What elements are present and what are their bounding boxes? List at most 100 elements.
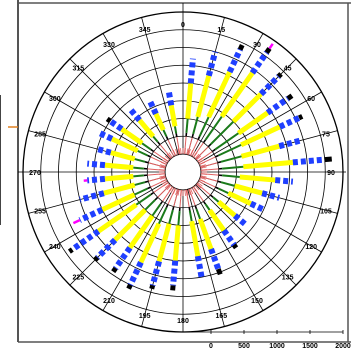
bar-segment-green xyxy=(134,187,148,196)
bar-segment-blue xyxy=(226,48,243,74)
bar-dir-265 xyxy=(83,173,166,184)
grid-spoke xyxy=(198,91,322,164)
inner-filament xyxy=(166,153,172,159)
bar-segment-blue xyxy=(113,246,133,270)
bar-segment-core xyxy=(172,206,175,211)
inner-filament xyxy=(188,149,191,156)
inner-filament xyxy=(162,159,168,164)
bar-segment-green xyxy=(168,209,174,224)
bar-segment-blue xyxy=(208,247,222,271)
bar-segment-blue xyxy=(221,228,237,247)
bar-segment-blue xyxy=(127,261,144,287)
bar-segment-inner xyxy=(157,184,171,198)
bar-segment-core xyxy=(159,200,164,205)
bar-segment-green xyxy=(212,196,220,203)
bar-segment-yellow xyxy=(240,124,281,148)
bar-segment-tip xyxy=(149,284,156,290)
bar-segment-green xyxy=(195,208,202,220)
bar-segment-yellow xyxy=(101,192,136,212)
bar-segment-blue xyxy=(232,213,248,227)
bar-segment-green xyxy=(222,174,240,178)
inner-filament xyxy=(172,149,177,156)
inner-filament xyxy=(160,164,167,167)
angle-label-330: 330 xyxy=(103,42,115,49)
bar-segment-blue xyxy=(249,50,270,75)
radial-axis: 0 500 1000 1500 2000 xyxy=(183,330,351,350)
bar-segment-yellow xyxy=(97,202,138,234)
bar-segment-core xyxy=(211,148,216,153)
bar-dir-85 xyxy=(200,156,332,171)
bar-segment-blue xyxy=(108,118,124,132)
bar-segment-inner xyxy=(200,176,218,182)
bar-segment-core xyxy=(150,148,155,153)
bar-dir-35 xyxy=(192,43,274,158)
angle-label-0: 0 xyxy=(181,22,185,29)
angle-label-270: 270 xyxy=(29,170,41,177)
bar-segment-yellow xyxy=(240,143,280,159)
angle-label-345: 345 xyxy=(139,27,151,34)
bar-segment-blue xyxy=(187,58,196,84)
inner-filament xyxy=(160,178,167,183)
bar-segment-green xyxy=(134,158,146,163)
grid-spoke xyxy=(102,187,175,311)
inner-filament xyxy=(199,164,206,167)
bar-segment-core xyxy=(202,139,207,144)
angle-label-195: 195 xyxy=(139,313,151,320)
bar-dir-350 xyxy=(165,90,181,155)
bar-segment-yellow xyxy=(185,83,194,119)
bar-segment-yellow xyxy=(207,208,226,232)
bar-segment-core xyxy=(194,205,198,210)
bar-segment-blue xyxy=(165,90,175,106)
bar-dir-55 xyxy=(197,93,294,163)
bar-segment-inner xyxy=(173,189,179,207)
grid-spoke xyxy=(44,180,168,253)
bar-segment-core xyxy=(217,180,222,183)
bar-segment-core xyxy=(154,196,159,201)
bar-segment-blue xyxy=(194,255,205,278)
inner-filament xyxy=(196,183,202,189)
bar-segment-green xyxy=(198,116,210,137)
bar-segment-core xyxy=(147,154,151,158)
bar-segment-yellow xyxy=(120,127,144,146)
bar-dir-255 xyxy=(79,176,166,203)
bar-segment-core xyxy=(165,136,169,140)
inner-filament xyxy=(200,166,207,169)
bar-segment-tip xyxy=(67,247,74,254)
bar-segment-core xyxy=(191,133,194,138)
inner-filament xyxy=(159,169,166,171)
bar-segment-core xyxy=(188,207,191,211)
inner-filament xyxy=(163,182,169,187)
bar-segment-green xyxy=(204,115,223,141)
bar-segment-inner xyxy=(196,183,211,196)
inner-filament xyxy=(184,148,186,155)
inner-filament xyxy=(168,152,173,158)
bar-segment-core xyxy=(217,161,222,164)
bar-segment-green xyxy=(141,142,152,151)
inner-filament xyxy=(160,177,167,180)
inner-filament xyxy=(193,152,198,158)
bar-segment-green xyxy=(151,203,162,217)
bar-segment-yellow xyxy=(172,225,181,261)
bar-segment-green xyxy=(220,155,242,163)
inner-filament xyxy=(180,148,182,155)
bar-segment-green xyxy=(188,210,193,222)
bar-segment-inner xyxy=(148,176,166,182)
bar-dir-115 xyxy=(199,179,265,213)
bar-segment-blue xyxy=(147,99,159,116)
inner-filament xyxy=(186,189,189,196)
inner-filament xyxy=(186,148,189,155)
bar-segment-green xyxy=(134,181,146,186)
inner-filament xyxy=(200,173,207,175)
bar-segment-yellow xyxy=(216,199,237,218)
inner-filament xyxy=(189,188,194,195)
inner-filament xyxy=(177,189,180,196)
bar-segment-yellow xyxy=(239,174,276,183)
bar-segment-green xyxy=(152,135,159,143)
grid-spoke xyxy=(102,33,175,157)
inner-filament xyxy=(199,161,206,166)
bar-segment-yellow xyxy=(243,159,294,170)
bar-dir-285 xyxy=(96,146,166,168)
inner-filament xyxy=(194,153,200,159)
inner-filament xyxy=(194,185,200,191)
bar-segment-yellow xyxy=(104,173,134,182)
